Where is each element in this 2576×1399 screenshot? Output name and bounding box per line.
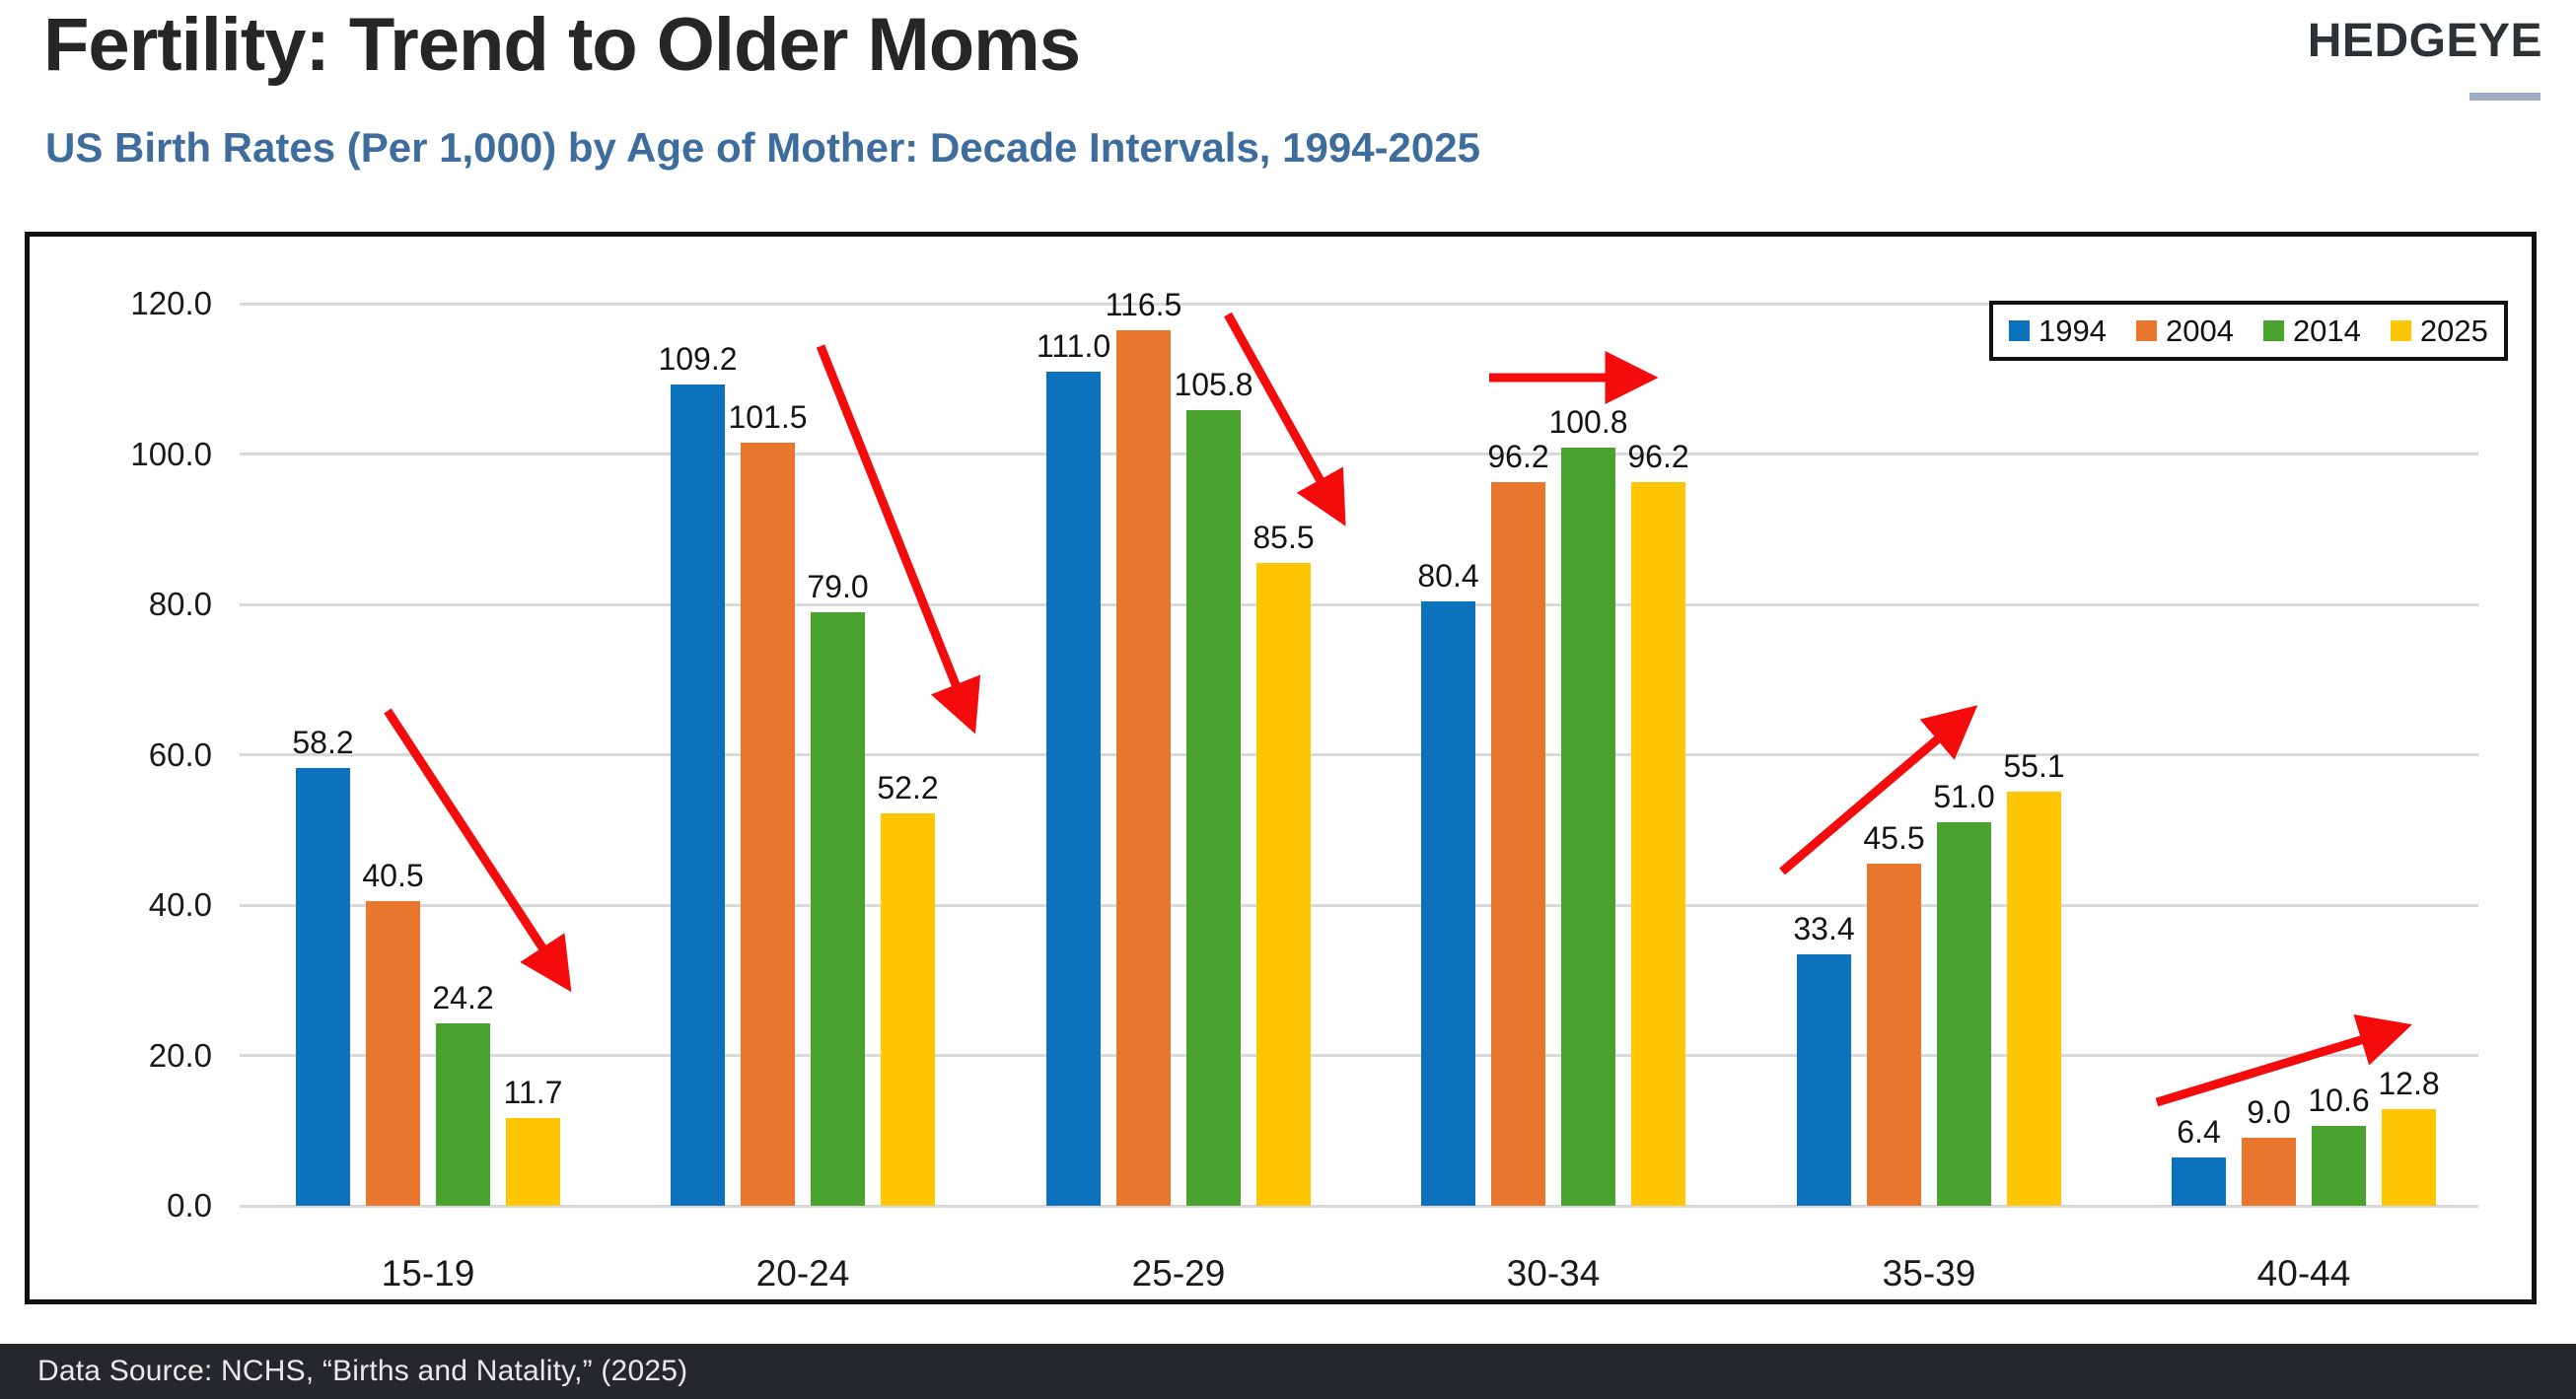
bar-2004-20-24 xyxy=(741,443,795,1206)
bar-1994-30-34 xyxy=(1421,600,1475,1206)
bar-2014-20-24 xyxy=(811,611,865,1206)
gridline xyxy=(240,1054,2478,1057)
bar-2025-30-34 xyxy=(1631,482,1685,1206)
bar-value-label: 55.1 xyxy=(2003,747,2065,784)
y-axis-tick-label: 0.0 xyxy=(167,1187,212,1224)
legend-item-2025: 2025 xyxy=(2390,314,2488,348)
bar-value-label: 80.4 xyxy=(1417,557,1479,594)
legend-swatch xyxy=(2135,320,2157,341)
bar-2004-40-44 xyxy=(2242,1138,2296,1206)
bar-2004-25-29 xyxy=(1116,329,1171,1206)
bar-value-label: 105.8 xyxy=(1174,367,1253,403)
gridline xyxy=(240,602,2478,606)
legend-swatch xyxy=(2009,320,2030,341)
legend-swatch xyxy=(2390,320,2411,341)
legend-item-1994: 1994 xyxy=(2009,315,2107,346)
bar-value-label: 11.7 xyxy=(503,1074,563,1110)
bar-value-label: 79.0 xyxy=(807,568,869,604)
y-axis-tick-label: 60.0 xyxy=(148,735,212,773)
bar-value-label: 116.5 xyxy=(1105,286,1182,322)
bar-value-label: 58.2 xyxy=(292,725,354,761)
bar-1994-15-19 xyxy=(296,768,350,1206)
bar-value-label: 52.2 xyxy=(877,769,939,805)
bar-value-label: 6.4 xyxy=(2177,1114,2221,1151)
bar-1994-35-39 xyxy=(1797,954,1851,1206)
y-axis-tick-label: 40.0 xyxy=(148,886,212,923)
legend-label: 1994 xyxy=(2039,314,2107,348)
bar-2014-35-39 xyxy=(1937,822,1991,1206)
legend-label: 2014 xyxy=(2292,314,2361,348)
bar-1994-25-29 xyxy=(1046,371,1101,1206)
bar-2004-15-19 xyxy=(366,901,420,1206)
bar-1994-20-24 xyxy=(671,385,725,1206)
logo-underline xyxy=(2469,93,2540,101)
y-axis-tick-label: 20.0 xyxy=(148,1036,212,1074)
slide-title: Fertility: Trend to Older Moms xyxy=(43,3,1081,87)
x-axis-category-label: 20-24 xyxy=(755,1253,850,1294)
data-source-bar: Data Source: NCHS, “Births and Natality,… xyxy=(0,1344,2576,1399)
gridline xyxy=(240,903,2478,907)
y-axis-tick-label: 120.0 xyxy=(130,285,212,321)
bar-2025-15-19 xyxy=(506,1117,560,1206)
bar-2025-25-29 xyxy=(1256,563,1311,1206)
bar-2014-25-29 xyxy=(1186,410,1241,1206)
x-axis-category-label: 40-44 xyxy=(2256,1253,2351,1294)
bar-value-label: 101.5 xyxy=(728,399,808,436)
hedgeye-logo: HEDGEYE xyxy=(2307,15,2542,67)
bar-value-label: 12.8 xyxy=(2378,1066,2440,1102)
bar-2004-35-39 xyxy=(1867,864,1921,1206)
bar-2004-30-34 xyxy=(1491,482,1545,1206)
bar-value-label: 109.2 xyxy=(658,341,738,378)
bar-2025-20-24 xyxy=(881,812,935,1206)
gridline xyxy=(240,1204,2478,1208)
bar-value-label: 96.2 xyxy=(1627,439,1689,475)
y-axis-tick-label: 100.0 xyxy=(130,435,212,472)
bar-value-label: 24.2 xyxy=(432,980,494,1016)
bar-2014-40-44 xyxy=(2312,1126,2366,1206)
bar-2014-15-19 xyxy=(436,1023,490,1206)
x-axis-category-label: 15-19 xyxy=(381,1253,475,1294)
bar-value-label: 96.2 xyxy=(1487,439,1549,475)
bar-chart: 0.0 20.0 40.0 60.0 80.0 100.0 120.0 58.2 109.2 11… xyxy=(25,232,2537,1304)
legend-swatch xyxy=(2262,320,2284,341)
bar-2025-35-39 xyxy=(2007,791,2061,1206)
slide-subtitle: US Birth Rates (Per 1,000) by Age of Mot… xyxy=(45,124,1480,171)
x-axis-category-label: 30-34 xyxy=(1506,1253,1601,1294)
legend-item-2014: 2014 xyxy=(2262,314,2361,348)
bar-value-label: 111.0 xyxy=(1036,327,1111,364)
legend-label: 2025 xyxy=(2419,314,2488,348)
x-axis-category-label: 35-39 xyxy=(1882,1253,1976,1294)
data-source-text: Data Source: NCHS, “Births and Natality,… xyxy=(37,1355,688,1387)
bar-value-label: 40.5 xyxy=(362,858,424,894)
gridline xyxy=(240,302,2478,306)
gridline xyxy=(240,453,2478,455)
gridline xyxy=(240,753,2478,756)
legend-item-2004: 2004 xyxy=(2135,314,2234,348)
y-axis-tick-label: 80.0 xyxy=(148,586,212,622)
x-axis-category-label: 25-29 xyxy=(1131,1253,1226,1294)
bar-value-label: 85.5 xyxy=(1252,520,1315,556)
chart-legend: 1994 2004 2014 2025 xyxy=(1989,301,2508,361)
bar-2025-40-44 xyxy=(2382,1109,2436,1206)
bar-value-label: 100.8 xyxy=(1548,404,1628,441)
trend-arrow-down-25-29 xyxy=(1224,312,1346,526)
bar-2014-30-34 xyxy=(1561,448,1615,1206)
legend-label: 2004 xyxy=(2165,314,2234,348)
bar-1994-40-44 xyxy=(2172,1157,2226,1206)
bar-value-label: 33.4 xyxy=(1793,911,1855,947)
